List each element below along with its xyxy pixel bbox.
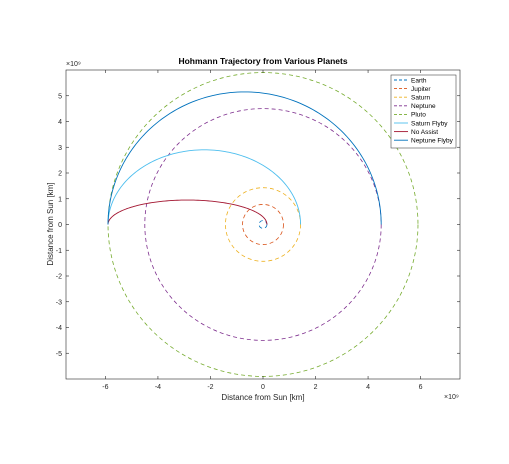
y-tick-label: 1 <box>58 196 62 203</box>
y-tick-label: 4 <box>58 119 62 126</box>
x-tick-label: -4 <box>155 384 161 391</box>
x-tick-label: 4 <box>366 384 370 391</box>
legend-label-saturn-flyby: Saturn Flyby <box>411 120 448 127</box>
y-tick-label: -3 <box>56 299 62 306</box>
trajectory-neptune-flyby <box>107 91 382 225</box>
y-tick-label: -1 <box>56 248 62 255</box>
y-tick-label: 5 <box>58 93 62 100</box>
trajectory-no-assist <box>107 199 268 225</box>
x-axis-label: Distance from Sun [km] <box>221 393 304 402</box>
y-tick-label: -4 <box>56 325 62 332</box>
y-tick-label: -5 <box>56 351 62 358</box>
y-tick-label: 3 <box>58 145 62 152</box>
orbit-jupiter <box>242 204 284 245</box>
y-axis-label: Distance from Sun [km] <box>46 182 55 265</box>
x-tick-label: 6 <box>419 384 423 391</box>
y-tick-label: 2 <box>58 171 62 178</box>
legend-label-neptune: Neptune <box>411 103 436 110</box>
y-tick-label: 0 <box>58 222 62 229</box>
legend-box <box>390 74 457 149</box>
x-tick-label: -6 <box>102 384 108 391</box>
tick-layer: -6 -4 -2 0 2 4 6 -5 -4 -3 -2 -1 0 1 2 3 4 5 <box>56 70 460 391</box>
legend-label-neptune-flyby: Neptune Flyby <box>411 138 454 145</box>
y-exponent-label: ×10⁹ <box>66 61 81 68</box>
y-tick-label: -2 <box>56 274 62 281</box>
legend-label-no-assist: No Assist <box>411 129 438 136</box>
orbit-saturn <box>225 187 301 262</box>
x-tick-label: 2 <box>314 384 318 391</box>
trajectory-saturn-flyby <box>107 149 302 225</box>
legend-label-saturn: Saturn <box>411 95 431 102</box>
legend-label-jupiter: Jupiter <box>411 86 431 93</box>
x-exponent-label: ×10⁹ <box>444 394 459 401</box>
legend-label-pluto: Pluto <box>411 112 426 119</box>
x-tick-label: -2 <box>207 384 213 391</box>
legend-label-earth: Earth <box>411 77 427 84</box>
x-tick-label: 0 <box>261 384 265 391</box>
chart-title: Hohmann Trajectory from Various Planets <box>178 56 347 66</box>
